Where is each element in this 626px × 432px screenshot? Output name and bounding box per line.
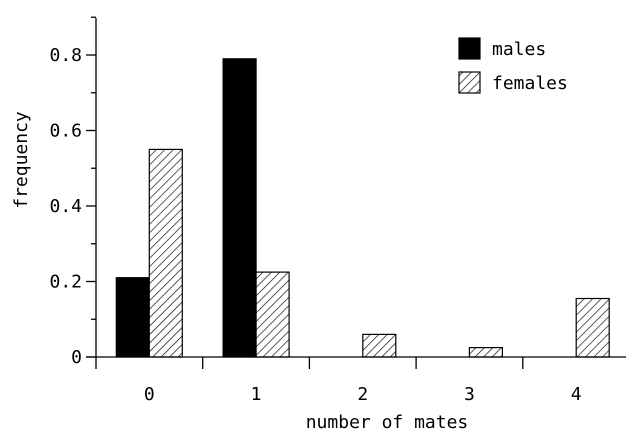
bars-group xyxy=(115,58,610,358)
x-tick-label: 1 xyxy=(251,384,262,405)
y-axis-label: frequency xyxy=(11,111,32,209)
bar-males-0 xyxy=(115,277,150,358)
x-tick-label: 2 xyxy=(357,384,368,405)
legend-swatch-males xyxy=(458,37,481,60)
y-tick-label: 0.6 xyxy=(49,121,82,142)
x-tick-label: 0 xyxy=(144,384,155,405)
bar-females-2 xyxy=(362,333,397,358)
x-tick-label: 3 xyxy=(464,384,475,405)
bar-females-0 xyxy=(148,148,183,358)
y-tick-label: 0.4 xyxy=(49,196,82,217)
y-tick-label: 0.8 xyxy=(49,45,82,66)
legend-swatch-females xyxy=(458,71,481,94)
y-tick-label: 0 xyxy=(71,347,82,368)
axes-group: 0 0.2 0.4 0.6 0.8 0 1 2 3 4 xyxy=(49,16,626,405)
y-tick-label: 0.2 xyxy=(49,272,82,293)
x-tick-label: 4 xyxy=(571,384,582,405)
legend-label-males: males xyxy=(492,39,546,60)
bar-females-4 xyxy=(575,297,610,358)
x-axis-label: number of mates xyxy=(306,412,469,432)
bar-females-1 xyxy=(255,271,290,358)
legend-label-females: females xyxy=(492,73,568,94)
bar-females-3 xyxy=(468,347,503,358)
legend: males females xyxy=(458,37,568,94)
bar-males-1 xyxy=(222,58,257,358)
